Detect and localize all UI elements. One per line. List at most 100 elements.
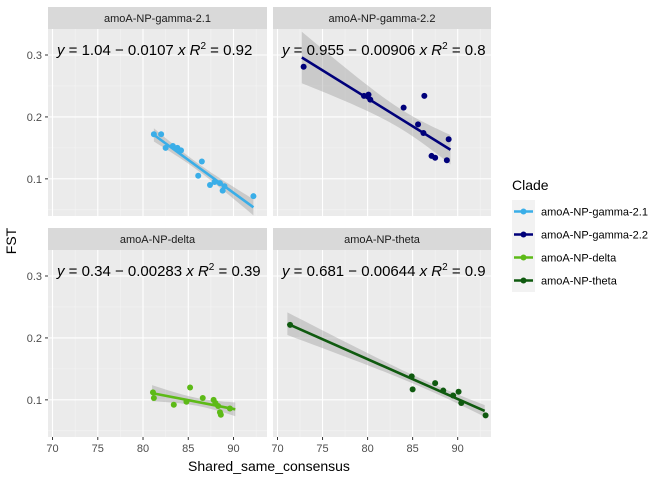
data-point	[400, 104, 407, 111]
x-tick-label: 75	[92, 443, 104, 455]
data-point	[187, 384, 194, 391]
data-point	[367, 96, 374, 103]
data-point	[300, 63, 307, 70]
eq-superscript: 2	[442, 41, 448, 52]
legend-key-point	[520, 208, 527, 215]
x-tick-label: 70	[271, 443, 283, 455]
data-point	[432, 154, 439, 161]
x-tick-label: 70	[46, 443, 58, 455]
eq-body: = 1.04 − 0.0107	[65, 42, 178, 59]
y-tick-label: 0.2	[27, 112, 42, 124]
data-point	[408, 373, 415, 380]
y-tick-label: 0.1	[27, 395, 42, 407]
eq-body: = 0.34 − 0.00283	[65, 263, 187, 280]
panel-amoA-NP-theta: amoA-NP-theta y = 0.681 − 0.00644 x R2 = …	[271, 228, 491, 455]
eq-y: y	[281, 263, 291, 280]
legend-label: amoA-NP-theta	[541, 276, 618, 288]
eq-x: x	[419, 42, 428, 59]
legend-label: amoA-NP-gamma-2.2	[541, 230, 648, 242]
eq-r: R	[198, 263, 209, 280]
eq-x: x	[185, 263, 194, 280]
data-point	[198, 158, 205, 165]
y-tick-label: 0.3	[27, 50, 42, 62]
facet-strip	[48, 7, 267, 29]
data-point	[443, 157, 450, 164]
eq-r: R	[431, 42, 442, 59]
data-point	[365, 91, 372, 98]
panels-layer: amoA-NP-gamma-2.1 y = 1.04 − 0.0107 x R2 …	[27, 7, 491, 455]
data-point	[458, 399, 465, 406]
eq-r2-value: = 0.9	[448, 263, 486, 280]
data-point	[150, 131, 157, 138]
regression-equation: y = 1.04 − 0.0107 x R2 = 0.92	[56, 41, 252, 59]
x-tick-label: 90	[227, 443, 239, 455]
eq-x: x	[177, 42, 186, 59]
data-point	[215, 403, 222, 410]
data-point	[455, 388, 462, 395]
data-point	[287, 321, 294, 328]
eq-r2-value: = 0.8	[448, 42, 486, 59]
panel-contents: y = 0.34 − 0.00283 x R2 = 0.39	[56, 262, 261, 418]
eq-body: = 0.955 − 0.00906	[290, 42, 420, 59]
panel-amoA-NP-delta: amoA-NP-delta y = 0.34 − 0.00283 x R2 = 0…	[27, 228, 267, 455]
panel-contents: y = 1.04 − 0.0107 x R2 = 0.92	[56, 41, 257, 216]
data-point	[226, 405, 233, 412]
confidence-band	[301, 31, 451, 165]
data-point	[445, 136, 452, 143]
data-point	[409, 386, 416, 393]
confidence-band	[287, 312, 485, 417]
eq-superscript: 2	[200, 41, 206, 52]
y-axis-title: FST	[3, 227, 19, 254]
facet-strip	[48, 228, 267, 250]
data-point	[158, 131, 165, 138]
eq-body: = 0.681 − 0.00644	[290, 263, 420, 280]
data-point	[221, 183, 228, 190]
facet-strip	[273, 228, 491, 250]
panel-amoA-NP-gamma-2.2: amoA-NP-gamma-2.2 y = 0.955 − 0.00906 x R…	[273, 7, 491, 216]
data-point	[440, 387, 447, 394]
legend-label: amoA-NP-delta	[541, 253, 617, 265]
eq-y: y	[56, 42, 66, 59]
eq-y: y	[281, 42, 291, 59]
data-point	[199, 394, 206, 401]
data-point	[162, 144, 169, 151]
x-tick-label: 85	[182, 443, 194, 455]
x-axis-title: Shared_same_consensus	[188, 458, 350, 474]
eq-r2-value: = 0.92	[206, 42, 252, 59]
data-point	[421, 92, 428, 99]
panel-background	[273, 29, 491, 216]
data-point	[360, 92, 367, 99]
regression-equation: y = 0.681 − 0.00644 x R2 = 0.9	[281, 262, 486, 280]
panel-background	[273, 250, 491, 437]
data-point	[183, 398, 190, 405]
eq-superscript: 2	[442, 262, 448, 273]
data-point	[170, 401, 177, 408]
legend-key-point	[520, 231, 527, 238]
facet-strip-label: amoA-NP-gamma-2.2	[329, 13, 436, 25]
data-point	[195, 172, 202, 179]
data-point	[211, 178, 218, 185]
data-point	[169, 143, 176, 150]
legend-title: Clade	[512, 177, 549, 193]
data-point	[178, 147, 185, 154]
legend-key-point	[520, 254, 527, 261]
panel-contents: y = 0.681 − 0.00644 x R2 = 0.9	[281, 262, 489, 419]
regression-equation: y = 0.34 − 0.00283 x R2 = 0.39	[56, 262, 261, 280]
facet-strip-label: amoA-NP-gamma-2.1	[104, 13, 211, 25]
data-point	[450, 392, 457, 399]
legend-key-point	[520, 277, 527, 284]
data-point	[415, 121, 422, 128]
panel-contents: y = 0.955 − 0.00906 x R2 = 0.8	[281, 31, 486, 165]
data-point	[206, 182, 213, 189]
data-point	[432, 380, 439, 387]
regression-equation: y = 0.955 − 0.00906 x R2 = 0.8	[281, 41, 486, 59]
facet-strip	[273, 7, 491, 29]
data-point	[217, 411, 224, 418]
eq-superscript: 2	[209, 262, 215, 273]
x-tick-label: 80	[361, 443, 373, 455]
eq-r: R	[431, 263, 442, 280]
legend: Clade amoA-NP-gamma-2.1 amoA-NP-gamma-2.2…	[512, 177, 648, 292]
x-tick-label: 75	[316, 443, 328, 455]
data-point	[420, 130, 427, 137]
